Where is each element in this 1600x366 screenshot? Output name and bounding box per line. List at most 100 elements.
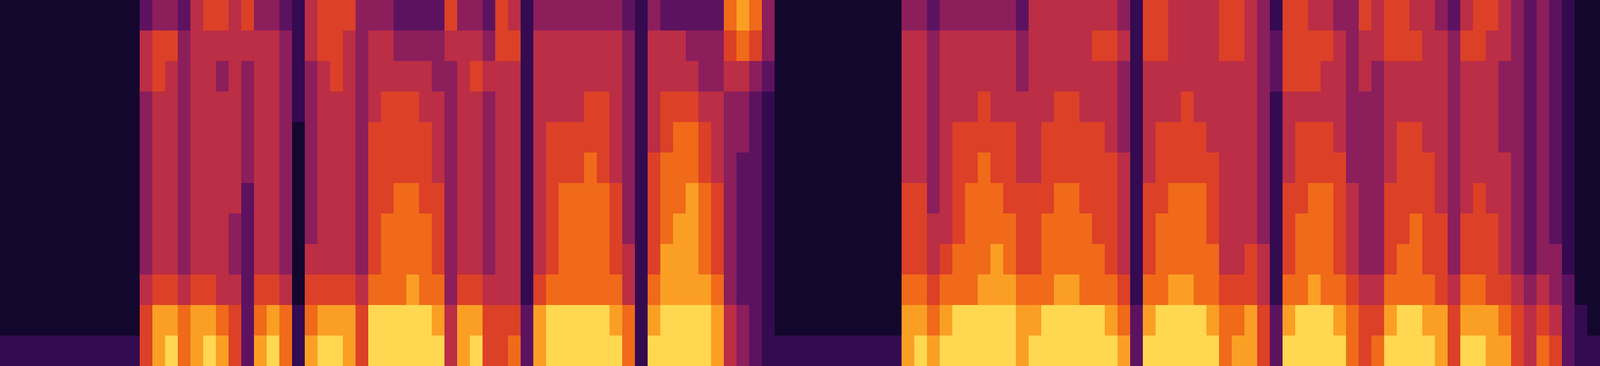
cell [1447, 30, 1461, 62]
cell [1320, 335, 1334, 366]
cell [228, 30, 242, 62]
cell [1066, 274, 1080, 306]
cell [469, 274, 484, 306]
cell [850, 0, 865, 32]
cell [914, 121, 928, 154]
cell [850, 335, 865, 366]
cell [838, 304, 852, 336]
cell [1307, 30, 1322, 62]
cell [888, 91, 903, 123]
cell [1092, 0, 1106, 32]
cell [736, 0, 750, 32]
cell [1244, 243, 1258, 275]
cell [50, 0, 65, 32]
cell [965, 304, 979, 336]
cell [444, 182, 458, 214]
cell [190, 243, 204, 275]
cell [1028, 213, 1042, 245]
cell [1117, 30, 1131, 62]
cell [1066, 91, 1080, 123]
cell [12, 304, 27, 336]
cell [380, 0, 395, 32]
cell [88, 0, 103, 32]
cell [190, 152, 204, 184]
cell [177, 91, 192, 123]
cell [558, 243, 573, 275]
cell [1092, 182, 1106, 214]
cell [0, 243, 14, 275]
cell [850, 60, 865, 93]
cell [0, 304, 14, 336]
cell [1092, 335, 1106, 366]
cell [304, 0, 319, 32]
cell [749, 60, 763, 93]
cell [622, 121, 636, 154]
cell [660, 0, 674, 32]
cell [1549, 121, 1563, 154]
cell [1447, 182, 1461, 214]
cell [228, 335, 242, 366]
cell [165, 213, 179, 245]
cell [165, 60, 179, 93]
cell [152, 121, 166, 154]
cell [215, 0, 230, 32]
cell [1155, 30, 1169, 62]
cell [1549, 30, 1563, 62]
cell [444, 121, 458, 154]
cell [1523, 274, 1538, 306]
cell [558, 213, 573, 245]
cell [1384, 304, 1398, 336]
cell [368, 213, 382, 245]
cell [177, 152, 192, 184]
cell [292, 121, 306, 154]
cell [482, 91, 496, 123]
cell [1053, 274, 1068, 306]
cell [558, 335, 573, 366]
cell [253, 182, 268, 214]
cell [50, 121, 65, 154]
cell [1536, 274, 1550, 306]
cell [101, 213, 115, 245]
cell [1117, 182, 1131, 214]
cell [888, 30, 903, 62]
cell [1574, 182, 1588, 214]
cell [419, 121, 433, 154]
cell [304, 213, 319, 245]
cell [1498, 30, 1512, 62]
cell [1066, 304, 1080, 336]
cell [774, 335, 788, 366]
cell [1079, 30, 1093, 62]
cell [1549, 213, 1563, 245]
cell [711, 91, 725, 123]
cell [330, 182, 344, 214]
cell [1587, 91, 1600, 123]
cell [241, 243, 255, 275]
cell [1041, 274, 1055, 306]
cell [25, 60, 39, 93]
cell [1168, 121, 1182, 154]
cell [1295, 152, 1309, 184]
cell [673, 121, 687, 154]
cell [1295, 182, 1309, 214]
cell [25, 121, 39, 154]
cell [926, 243, 941, 275]
cell [1346, 0, 1360, 32]
cell [1498, 213, 1512, 245]
cell [1307, 274, 1322, 306]
cell [190, 91, 204, 123]
cell [888, 121, 903, 154]
cell [330, 274, 344, 306]
cell [1549, 152, 1563, 184]
cell [1269, 121, 1284, 154]
cell [1155, 0, 1169, 32]
cell [1409, 0, 1423, 32]
cell [444, 152, 458, 184]
cell [546, 60, 560, 93]
cell [698, 0, 712, 32]
cell [698, 91, 712, 123]
cell [1574, 304, 1588, 336]
cell [1092, 60, 1106, 93]
cell [1053, 182, 1068, 214]
cell [914, 30, 928, 62]
cell [838, 121, 852, 154]
